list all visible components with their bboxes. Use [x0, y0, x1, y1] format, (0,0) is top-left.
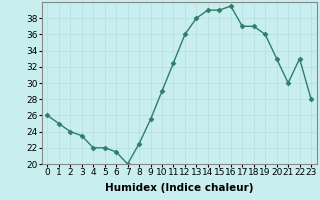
X-axis label: Humidex (Indice chaleur): Humidex (Indice chaleur) [105, 183, 253, 193]
